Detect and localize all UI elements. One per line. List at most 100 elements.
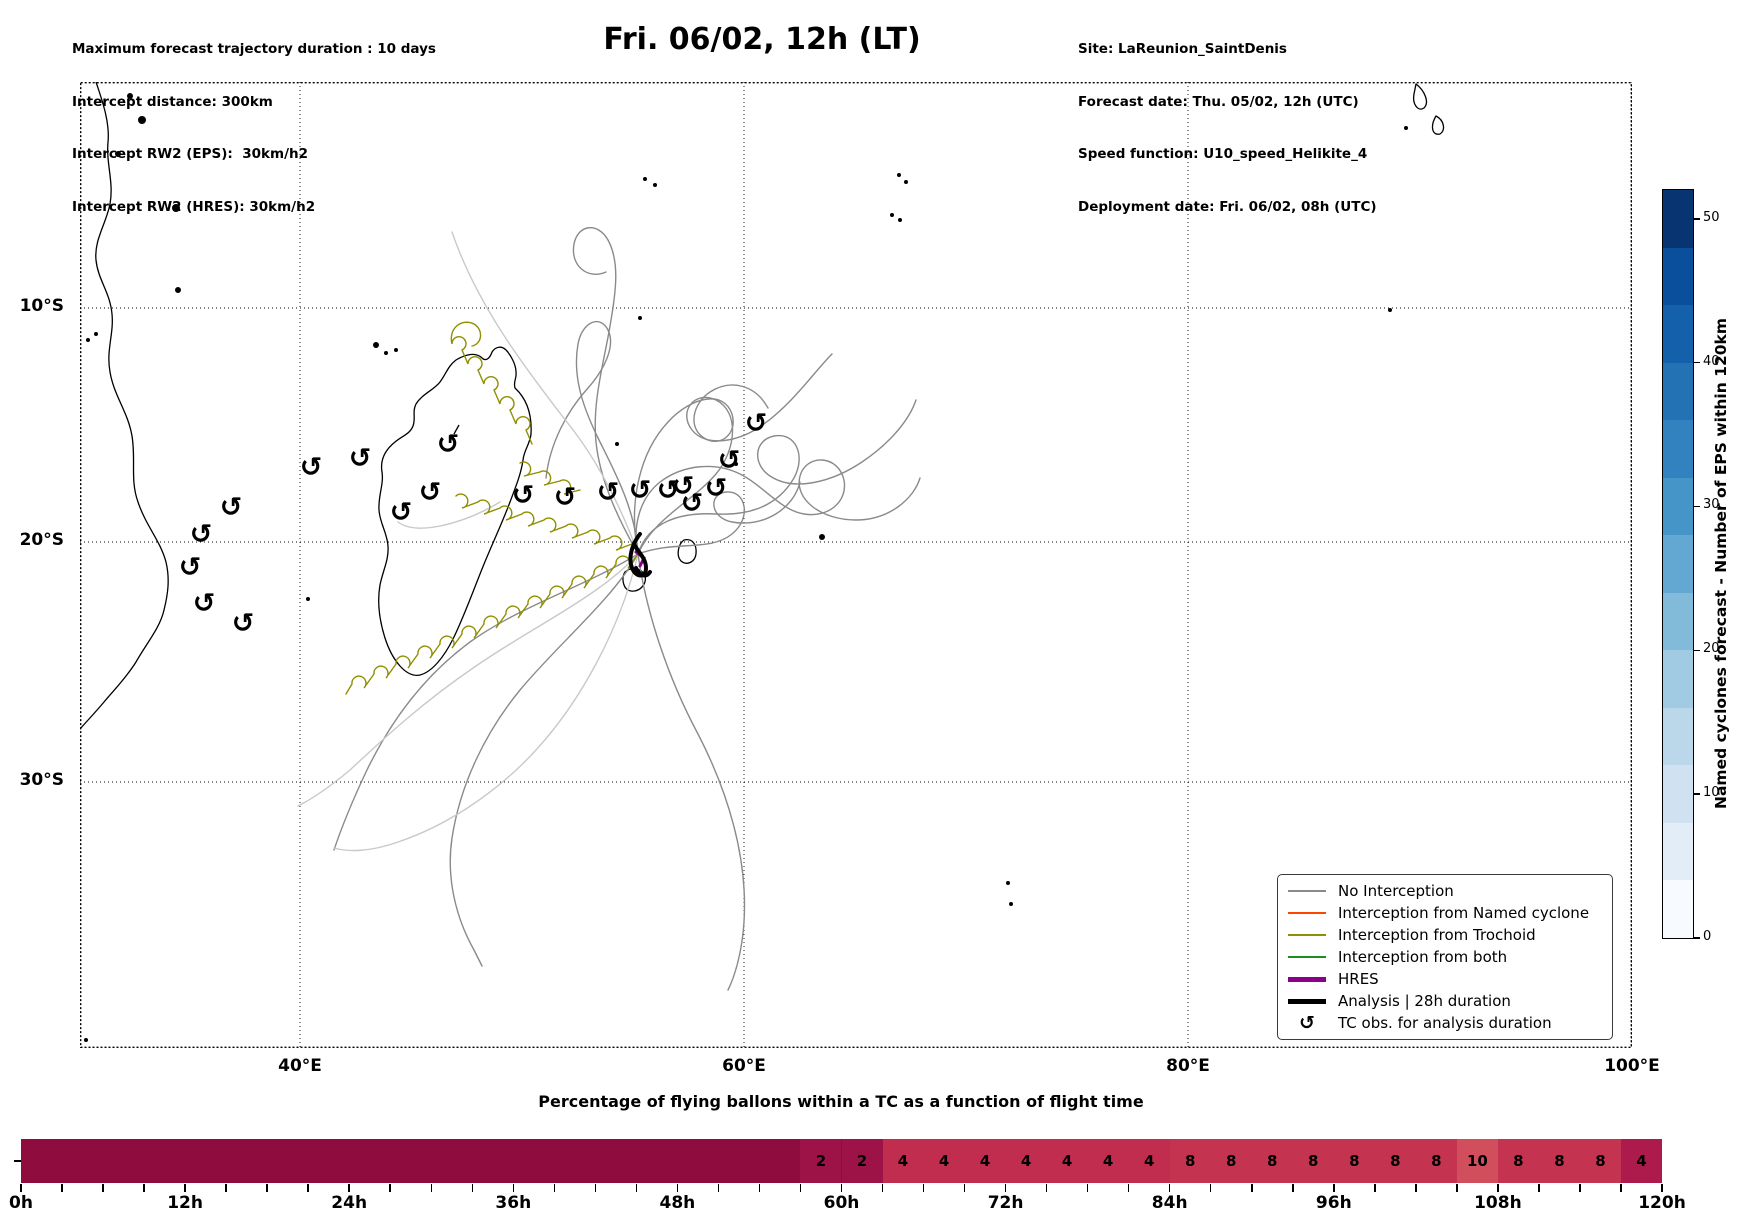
colorbar-block [1663, 362, 1693, 421]
colorbar-block [1663, 247, 1693, 306]
island-dot [904, 180, 908, 184]
island-dot [306, 597, 310, 601]
map-canvas: ↺ ↺ ↺ ↺ ↺ ↺ ↺ ↺ ↺ ↺ ↺ ↺ ↺ ↺ ↺ ↺ ↺ ↺ ↺ ↺ [73, 81, 1633, 1048]
colorbar-tick-label: 40 [1703, 353, 1720, 369]
bar-axis-tick [676, 1184, 679, 1192]
legend-item-label: No Interception [1338, 882, 1454, 900]
legend-item: Interception from Trochoid [1288, 925, 1602, 946]
bar-cell: 8 [1251, 1139, 1293, 1183]
bar-cell: 8 [1374, 1139, 1416, 1183]
x-tick-label: 100°E [1604, 1056, 1660, 1076]
island-dot [384, 351, 388, 355]
coastline [1431, 115, 1445, 135]
trajectory-no-interception [637, 481, 801, 555]
bar-axis-tick-label: 96h [1315, 1193, 1352, 1213]
bar-axis-tick [758, 1184, 761, 1192]
colorbar-block [1663, 305, 1693, 363]
tc-obs-marker-icon: ↺ [220, 492, 243, 523]
bar-axis-tick [102, 1184, 104, 1192]
tc-obs-marker-icon: ↺ [193, 588, 216, 619]
tc-obs-marker-icon: ↺ [745, 408, 768, 439]
trajectory-faded [397, 501, 501, 529]
colorbar-block [1663, 880, 1693, 938]
trajectory-faded [297, 553, 639, 807]
colorbar-tick [1694, 218, 1700, 220]
trajectory-no-interception [572, 227, 639, 555]
tc-obs-marker-icon: ↺ [349, 443, 372, 474]
bar-cell: 4 [1005, 1139, 1047, 1183]
coastline [1412, 83, 1428, 110]
header-right-line: Speed function: U10_speed_Helikite_4 [1078, 146, 1368, 162]
header-right-line: Forecast date: Thu. 05/02, 12h (UTC) [1078, 93, 1359, 110]
colorbar-tick [1694, 793, 1700, 795]
island-dot [138, 116, 146, 124]
bar-axis-tick [1251, 1184, 1253, 1192]
trajectory-trochoid [519, 461, 581, 495]
figure-title: Fri. 06/02, 12h (LT) [603, 22, 921, 57]
bar-axis-tick [553, 1184, 556, 1192]
map-border [79, 81, 1632, 1048]
tc-obs-marker-icon: ↺ [300, 452, 323, 483]
bar-axis-tick [143, 1184, 145, 1192]
tc-obs-marker-icon: ↺ [190, 519, 213, 550]
bar-cell: 4 [1620, 1139, 1662, 1183]
legend: No Interception Interception from Named c… [1277, 874, 1613, 1040]
bar-cell: 8 [1497, 1139, 1539, 1183]
legend-item-label: Interception from Trochoid [1338, 926, 1536, 944]
x-tick-label: 40°E [278, 1056, 322, 1076]
bar-axis-tick-label: 72h [987, 1193, 1024, 1213]
colorbar-block [1663, 420, 1693, 478]
bar-cell: 2 [800, 1139, 842, 1183]
island-dot [615, 442, 619, 446]
bar-axis-tick [1333, 1184, 1335, 1192]
bottom-bar-ytick [14, 1160, 21, 1162]
bar-axis-tick-label: 60h [823, 1193, 860, 1213]
bar-axis-tick [1086, 1184, 1089, 1192]
trajectory-analysis [634, 566, 652, 578]
bottom-bar: 2 2 4 4 4 4 4 4 4 8 8 8 8 8 8 8 10 8 8 8 4 [21, 1139, 1662, 1183]
trajectory-no-interception [635, 459, 921, 555]
tc-obs-marker-icon: ↺ [419, 477, 442, 508]
bar-axis-tick-label: 0h [9, 1193, 33, 1213]
bar-axis-tick [266, 1184, 268, 1192]
legend-item: Interception from Named cyclone [1288, 903, 1602, 924]
tc-obs-marker-icon: ↺ [718, 445, 741, 476]
legend-line-swatch [1288, 976, 1326, 982]
colorbar-tick-label: 10 [1703, 785, 1720, 801]
bar-cell: 4 [923, 1139, 965, 1183]
tc-obs-marker-icon: ↺ [512, 480, 535, 511]
island-dot [890, 213, 894, 217]
trajectory-no-interception [633, 384, 769, 555]
bar-axis-tick-label: 120h [1638, 1193, 1686, 1213]
legend-item: ↺ TC obs. for analysis duration [1288, 1013, 1602, 1034]
bar-cell: 8 [1538, 1139, 1580, 1183]
header-right-block: Site: LaReunion_SaintDenis Forecast date… [1078, 6, 1377, 251]
x-tick-label: 80°E [1166, 1056, 1210, 1076]
island-dot [1006, 881, 1010, 885]
island-dot [898, 218, 902, 222]
island-dot [734, 462, 738, 466]
trajectory-trochoid [450, 321, 533, 445]
bar-axis-tick [1127, 1184, 1130, 1192]
island-dot [1009, 902, 1013, 906]
bar-cell: 4 [1046, 1139, 1088, 1183]
legend-item-label: Interception from Named cyclone [1338, 904, 1590, 922]
trajectory-no-interception [333, 553, 639, 851]
colorbar-block [1663, 592, 1693, 651]
colorbar-block [1663, 190, 1693, 248]
tc-obs-marker-icon: ↺ [657, 475, 680, 506]
island-dot [819, 534, 825, 540]
bar-cell: 8 [1415, 1139, 1457, 1183]
colorbar-tick [1694, 505, 1700, 508]
island-dot [94, 332, 98, 336]
header-left-line: Intercept RW2 (HRES): 30km/h2 [72, 198, 316, 215]
island-dot [1404, 126, 1408, 130]
legend-line-swatch [1288, 934, 1326, 936]
bar-axis-tick [1292, 1184, 1294, 1192]
island-dot [175, 287, 181, 293]
trajectory-trochoid [455, 493, 633, 551]
legend-line-swatch [1288, 890, 1326, 892]
bar-axis-tick-label: 84h [1151, 1193, 1188, 1213]
colorbar-block [1663, 822, 1693, 881]
bar-axis-tick [1209, 1184, 1212, 1192]
